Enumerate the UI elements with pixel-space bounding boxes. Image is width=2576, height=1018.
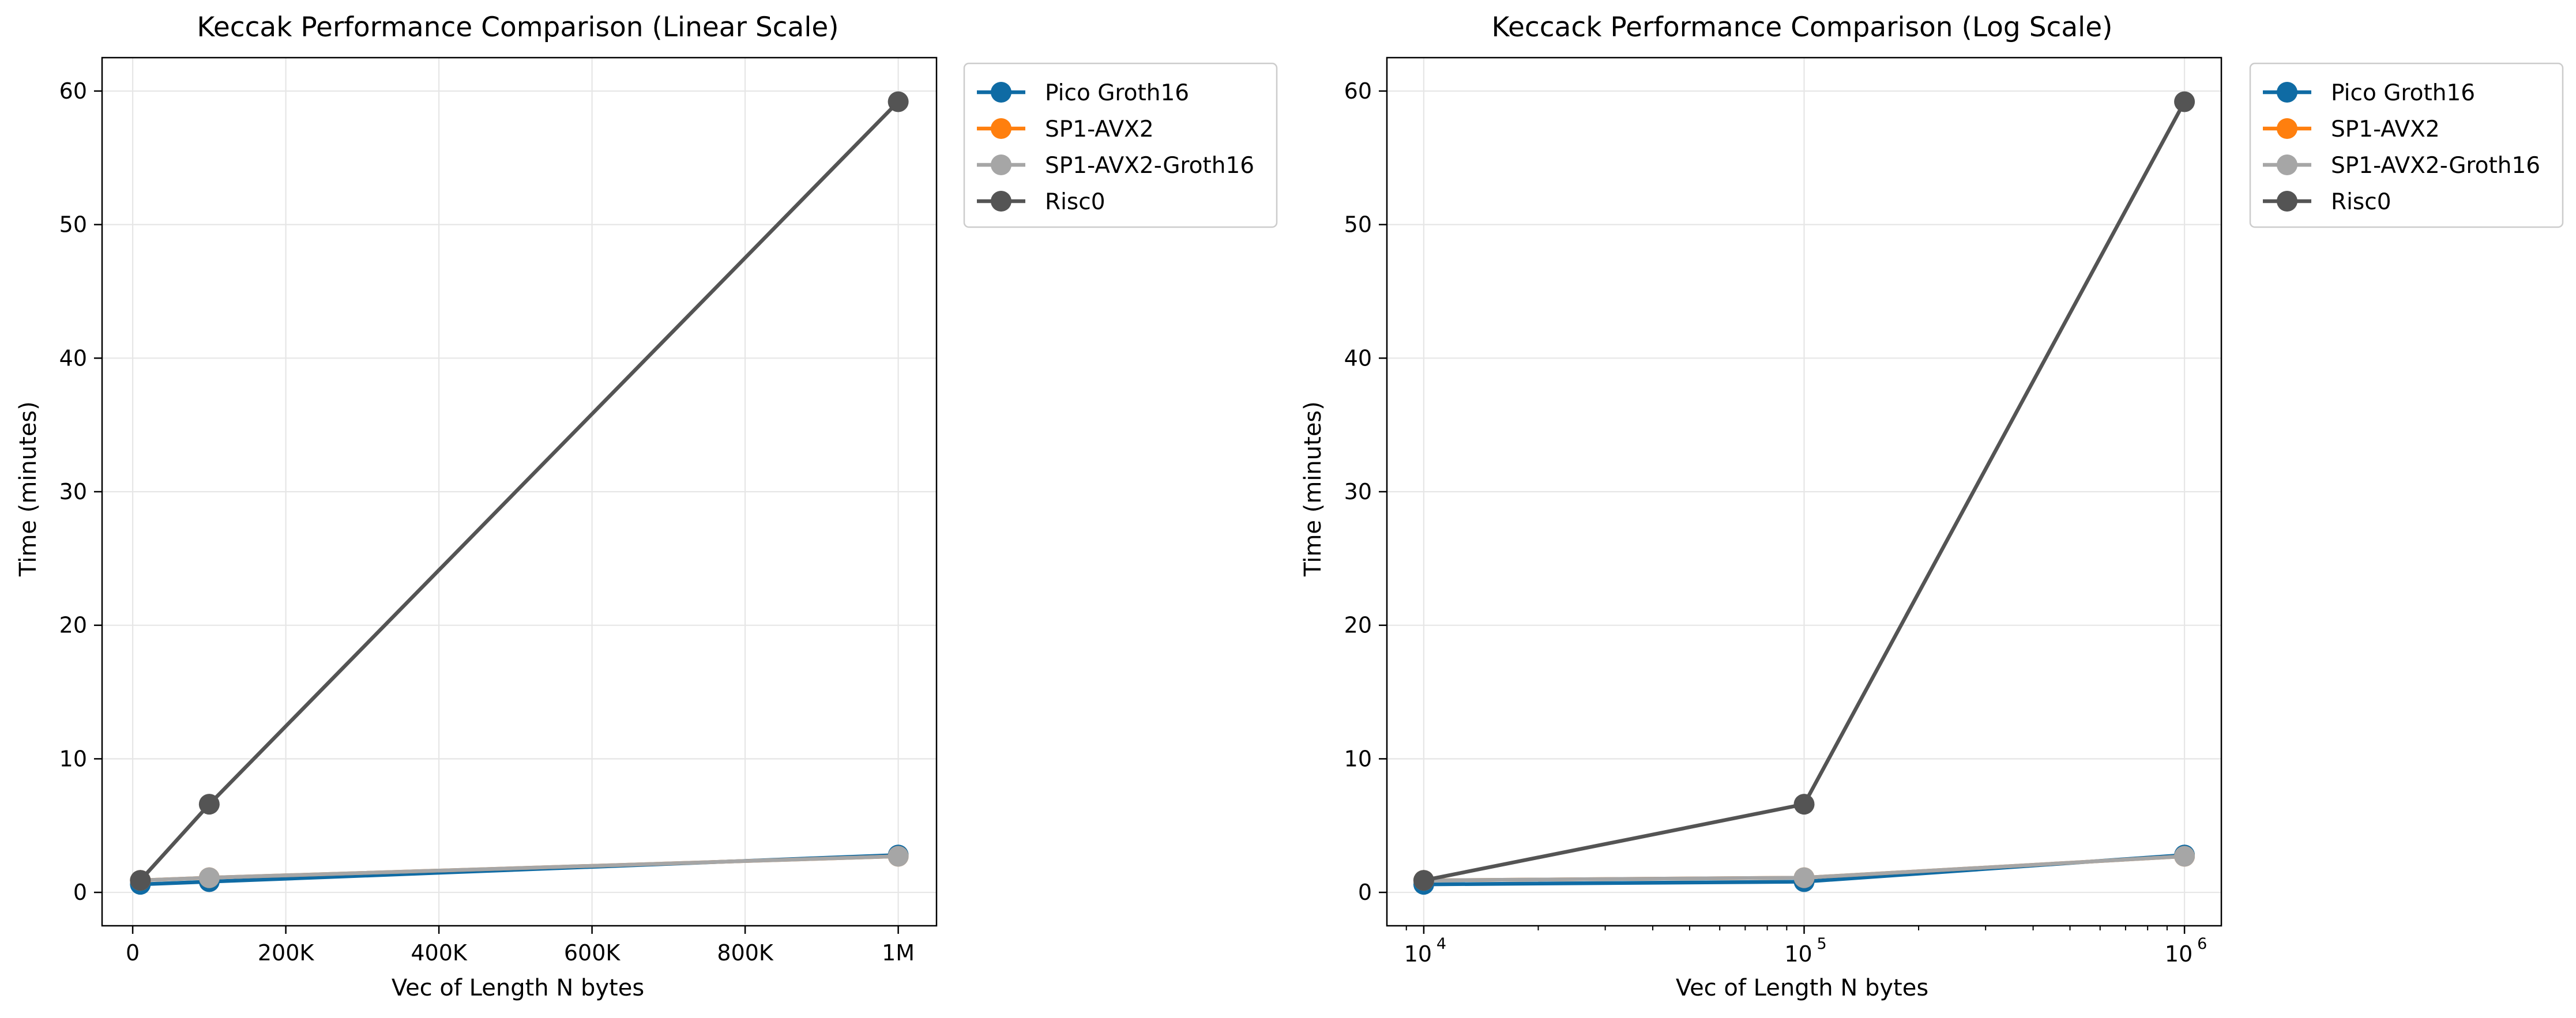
grid — [1387, 58, 2221, 926]
x-axis-label: Vec of Length N bytes — [1676, 975, 1928, 1001]
legend-label: SP1-AVX2 — [2331, 116, 2440, 142]
legend-marker — [2277, 154, 2297, 175]
legend-marker — [991, 191, 1011, 212]
x-tick-label: 600K — [564, 940, 621, 966]
legend: Pico Groth16 SP1-AVX2 SP1-AVX2-Groth16 Risc… — [2249, 62, 2564, 228]
legend-marker — [991, 154, 1011, 175]
data-point-risc0 — [198, 794, 220, 815]
y-tick-label: 20 — [1344, 613, 1372, 638]
y-tick-label: 50 — [1344, 212, 1372, 237]
legend-marker — [991, 118, 1011, 139]
y-tick-label: 30 — [1344, 479, 1372, 504]
legend-label: SP1-AVX2-Groth16 — [1045, 153, 1254, 179]
series-group — [130, 91, 909, 895]
data-point-risc0 — [1793, 794, 1815, 815]
y-axis-label: Time (minutes) — [1300, 401, 1326, 577]
data-point-risc0 — [130, 870, 151, 891]
data-point-sp1-avx2-groth16 — [888, 846, 909, 867]
x-tick-label: 0 — [126, 940, 140, 966]
x-tick-label: 200K — [258, 940, 315, 966]
data-point-risc0 — [2174, 91, 2195, 112]
chart-linear-scale: Keccak Performance Comparison (Linear Sc… — [15, 12, 1278, 1001]
legend-label: Risc0 — [2331, 189, 2391, 215]
y-tick-label: 0 — [73, 880, 87, 905]
legend-label: Risc0 — [1045, 189, 1105, 215]
y-tick-label: 40 — [59, 345, 87, 371]
data-point-sp1-avx2-groth16 — [198, 867, 220, 888]
legend-box — [963, 62, 1278, 228]
x-axis-label: Vec of Length N bytes — [392, 975, 644, 1001]
legend-marker — [991, 82, 1011, 103]
y-tick-label: 20 — [59, 613, 87, 638]
legend-marker — [2277, 191, 2297, 212]
y-tick-label: 0 — [1358, 880, 1372, 905]
legend: Pico Groth16 SP1-AVX2 SP1-AVX2-Groth16 Risc… — [963, 62, 1278, 228]
y-tick-label: 10 — [59, 746, 87, 771]
x-tick-label: 800K — [717, 940, 774, 966]
y-tick-label: 60 — [59, 78, 87, 104]
legend-label: SP1-AVX2-Groth16 — [2331, 153, 2540, 179]
y-tick-label: 10 — [1344, 746, 1372, 771]
x-tick-label-exponent: 5 — [1817, 935, 1827, 953]
x-tick-label: 10 — [1404, 941, 1432, 967]
x-tick-label: 10 — [2165, 941, 2193, 967]
x-tick-label: 400K — [411, 940, 468, 966]
y-tick-label: 60 — [1344, 78, 1372, 104]
y-axis-label: Time (minutes) — [15, 401, 42, 577]
legend-box — [2249, 62, 2564, 228]
x-tick-label: 1M — [882, 940, 915, 966]
chart-title: Keccack Performance Comparison (Log Scal… — [1491, 12, 2112, 43]
y-tick-label: 50 — [59, 212, 87, 237]
x-tick-label-exponent: 4 — [1436, 935, 1446, 953]
plot-frame — [101, 56, 938, 927]
legend-marker — [2277, 118, 2297, 139]
y-tick-label: 30 — [59, 479, 87, 504]
series-group — [1413, 91, 2195, 895]
plot-frame — [1386, 56, 2222, 927]
axis-ticks: 0 200K 400K 600K 800K 1M 0 10 20 30 40 50 60 — [59, 78, 915, 966]
data-point-sp1-avx2-groth16 — [2174, 846, 2195, 867]
data-point-risc0 — [1413, 870, 1434, 891]
legend-marker — [2277, 82, 2297, 103]
legend-label: Pico Groth16 — [2331, 80, 2475, 106]
chart-title: Keccak Performance Comparison (Linear Sc… — [197, 12, 838, 43]
x-tick-label: 10 — [1784, 941, 1812, 967]
data-point-sp1-avx2-groth16 — [1793, 867, 1815, 888]
grid — [102, 58, 937, 926]
data-point-risc0 — [888, 91, 909, 112]
y-tick-label: 40 — [1344, 345, 1372, 371]
legend-label: SP1-AVX2 — [1045, 116, 1154, 142]
x-tick-label-exponent: 6 — [2197, 935, 2207, 953]
legend-label: Pico Groth16 — [1045, 80, 1189, 106]
chart-log-scale: Keccack Performance Comparison (Log Scal… — [1300, 12, 2564, 1001]
